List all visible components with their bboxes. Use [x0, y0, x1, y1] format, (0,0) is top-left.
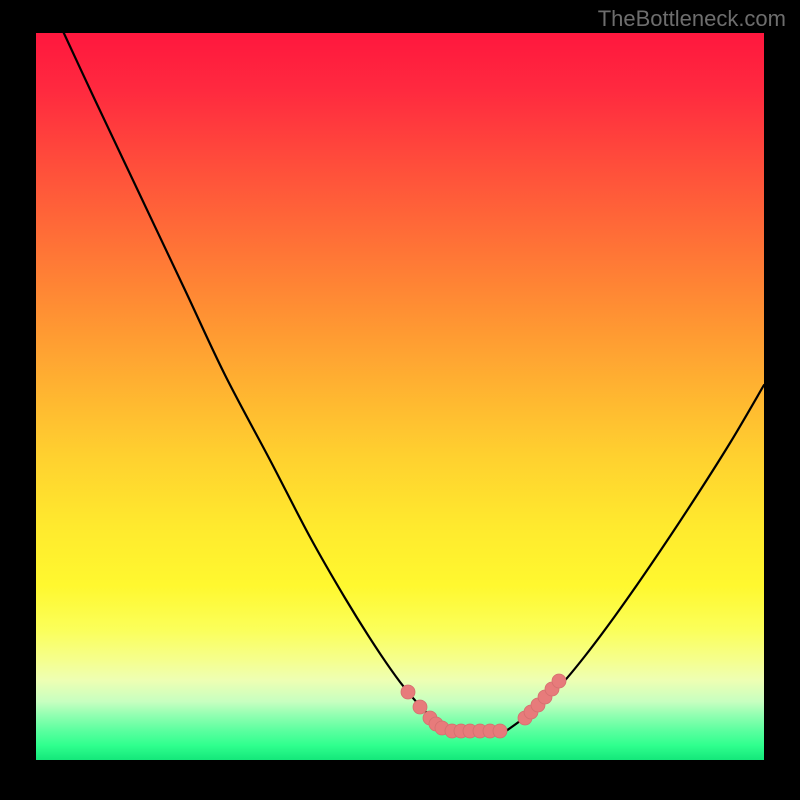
plot-background: [36, 33, 764, 760]
bottleneck-chart: [0, 0, 800, 800]
marker-dot: [401, 685, 415, 699]
watermark-text: TheBottleneck.com: [598, 6, 786, 32]
marker-dot: [552, 674, 566, 688]
marker-dot: [493, 724, 507, 738]
chart-frame: TheBottleneck.com: [0, 0, 800, 800]
marker-dot: [413, 700, 427, 714]
